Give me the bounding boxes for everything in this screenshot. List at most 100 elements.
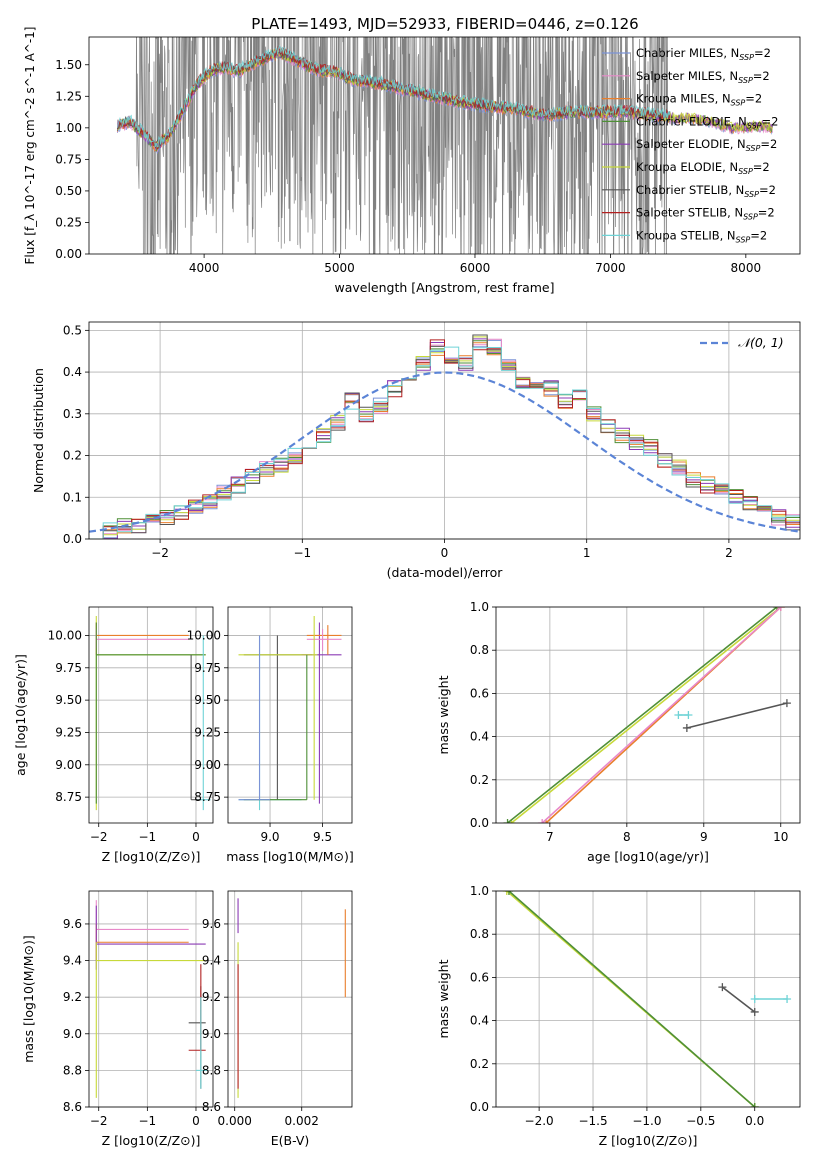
- axes-frame: [88, 321, 801, 540]
- axes-frame: [227, 890, 353, 1108]
- mass-weight-marker: [750, 995, 759, 1003]
- y-tick-label: 0.0: [63, 532, 82, 546]
- mass-weight-marker: [684, 711, 693, 719]
- panel-mass-vs-ebv: 0.000 0.002 8.6 8.8 9.0 9.2 9.4 9.6 E(B-V): [202, 890, 353, 1148]
- mass-weight-marker: [538, 819, 547, 823]
- y-tick-label: 0.6: [470, 970, 489, 984]
- y-axis-label: mass weight: [436, 959, 451, 1038]
- mass-weight-marker: [674, 711, 683, 719]
- x-tick-label: −0.5: [686, 1114, 715, 1128]
- y-axis-label: Flux [f_λ 10^-17 erg cm^-2 s^-1 A^-1]: [23, 27, 37, 265]
- mass-weight-marker: [782, 699, 791, 708]
- axes-frame: [495, 606, 801, 824]
- mass-weight-line: [721, 986, 756, 1013]
- x-tick-label: −1.5: [578, 1114, 607, 1128]
- panel-spectrum: 4000 5000 6000 7000 8000 0.00 0.25 0.50 0.75 1.00…: [23, 27, 801, 295]
- y-tick-label: 0.4: [470, 1014, 489, 1028]
- legend-label: Kroupa MILES, NSSP=2: [636, 92, 762, 108]
- y-tick-label: 0.75: [55, 152, 82, 166]
- y-tick-label: 0.4: [470, 730, 489, 744]
- y-tick-label: 0.4: [63, 365, 82, 379]
- y-tick-label: 9.50: [194, 693, 221, 707]
- mass-weight-marker: [503, 819, 512, 823]
- mass-weight-marker: [783, 995, 792, 1003]
- residual-histogram-step: [89, 346, 800, 539]
- y-tick-label: 0.6: [470, 686, 489, 700]
- x-tick-label: −2: [90, 1114, 108, 1128]
- y-tick-label: 0.8: [470, 927, 489, 941]
- model-spectrum-line: [116, 44, 671, 148]
- y-tick-label: 8.8: [202, 1063, 221, 1077]
- axes-frame: [88, 36, 801, 255]
- y-axis-label: mass weight: [436, 675, 451, 754]
- x-tick-label: 0.000: [218, 1114, 252, 1128]
- x-tick-label: −1: [139, 1114, 157, 1128]
- panel-mass-vs-z: −2 −1 0 8.6 8.8 9.0 9.2 9.4 9.6 Z [log10(Z/Z⊙)] ma…: [21, 890, 214, 1148]
- mass-weight-line: [510, 607, 782, 823]
- x-tick-label: 4000: [189, 261, 220, 275]
- y-tick-label: 0.3: [63, 407, 82, 421]
- y-tick-label: 8.8: [63, 1063, 82, 1077]
- axes-frame: [88, 890, 214, 1108]
- y-tick-label: 9.25: [55, 725, 82, 739]
- y-tick-label: 9.2: [63, 990, 82, 1004]
- y-tick-label: 10.00: [187, 628, 221, 642]
- y-tick-label: 9.6: [63, 917, 82, 931]
- plot-area: [89, 334, 800, 539]
- x-axis-label: age [log10(age/yr)]: [587, 849, 709, 864]
- y-tick-label: 8.6: [63, 1100, 82, 1114]
- y-tick-label: 8.75: [194, 790, 221, 804]
- y-axis-label: age [log10(age/yr)]: [13, 654, 28, 776]
- y-tick-label: 9.25: [194, 725, 221, 739]
- mass-weight-marker: [504, 891, 513, 895]
- axes-frame: [227, 606, 353, 824]
- y-tick-label: 8.75: [55, 790, 82, 804]
- y-tick-label: 8.6: [202, 1100, 221, 1114]
- residual-histogram-step: [89, 339, 800, 539]
- y-tick-label: 0.0: [470, 1100, 489, 1114]
- x-tick-label: 9: [700, 830, 708, 844]
- x-tick-label: 8000: [731, 261, 762, 275]
- x-tick-label: 9.0: [260, 830, 279, 844]
- y-tick-label: 9.00: [194, 758, 221, 772]
- mass-weight-marker: [776, 607, 785, 611]
- x-tick-label: 1: [583, 546, 591, 560]
- plot-area: [502, 891, 792, 1107]
- x-tick-label: 6000: [460, 261, 491, 275]
- y-axis-label: mass [log10(M/M⊙)]: [21, 935, 36, 1063]
- mass-weight-marker: [502, 891, 511, 895]
- x-tick-label: −2: [151, 546, 169, 560]
- legend-label: Chabrier MILES, NSSP=2: [636, 46, 771, 62]
- mass-weight-marker: [718, 983, 727, 992]
- mass-weight-line: [508, 891, 756, 1107]
- plot-area: [237, 898, 346, 1098]
- legend-label: Chabrier STELIB, NSSP=2: [636, 183, 776, 199]
- y-tick-label: 10.00: [48, 628, 82, 642]
- y-tick-label: 9.2: [202, 990, 221, 1004]
- x-tick-label: 10: [773, 830, 788, 844]
- x-tick-label: 0: [441, 546, 449, 560]
- x-axis-label: Z [log10(Z/Z⊙)]: [102, 849, 201, 864]
- y-tick-label: 9.6: [202, 917, 221, 931]
- y-tick-label: 1.25: [55, 89, 82, 103]
- panel-weight-vs-age: 7 8 9 10 0.0 0.2 0.4 0.6 0.8 1.0 age [log10(age/yr…: [436, 600, 801, 864]
- y-tick-label: 0.2: [470, 1057, 489, 1071]
- panel-residuals: −2 −1 0 1 2 0.0 0.1 0.2 0.3 0.4 0.5 (data-model)/er…: [31, 321, 801, 580]
- y-tick-label: 1.50: [55, 58, 82, 72]
- y-tick-label: 9.4: [63, 954, 82, 968]
- x-tick-label: 5000: [324, 261, 355, 275]
- plot-area: [95, 900, 209, 1098]
- axes-frame: [495, 890, 801, 1108]
- y-tick-label: 9.0: [202, 1027, 221, 1041]
- y-tick-label: 0.50: [55, 184, 82, 198]
- x-axis-label: wavelength [Angstrom, rest frame]: [334, 280, 554, 295]
- plot-area: [95, 616, 211, 811]
- y-tick-label: 0.1: [63, 490, 82, 504]
- x-tick-label: −2.0: [525, 1114, 554, 1128]
- x-axis-label: E(B-V): [271, 1133, 310, 1148]
- x-tick-label: 8: [623, 830, 631, 844]
- legend-label: Kroupa ELODIE, NSSP=2: [636, 160, 770, 176]
- y-tick-label: 9.75: [55, 661, 82, 675]
- axes-frame: [88, 606, 214, 824]
